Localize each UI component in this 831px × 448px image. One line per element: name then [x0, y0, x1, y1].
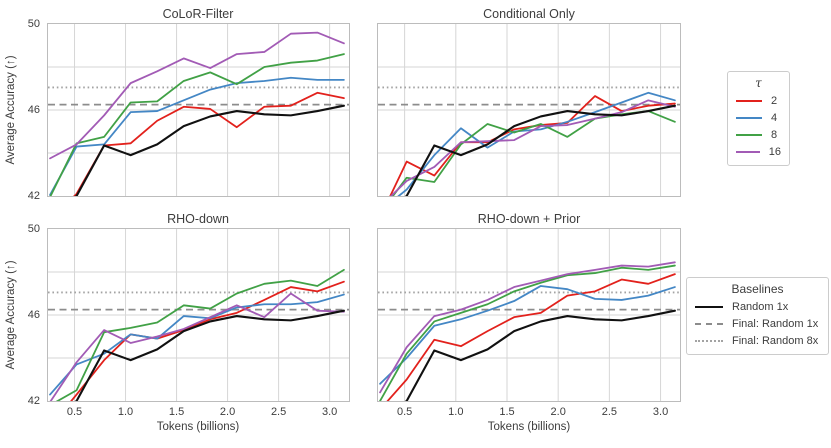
subplot-title-color-filter: CoLoR-Filter: [162, 7, 234, 21]
series-line-4: [379, 285, 676, 385]
x-tick-label: 1.0: [448, 406, 464, 418]
series-line-8: [391, 110, 676, 196]
series-line-2: [70, 280, 345, 401]
y-tick-label: 46: [27, 103, 40, 116]
final-random-1x-label: Final: Random 1x: [732, 317, 819, 330]
legend-baselines-title: Baselines: [731, 282, 784, 296]
series-line-8: [49, 53, 345, 196]
tau-8-line-swatch: [736, 133, 762, 136]
x-tick-label: 1.5: [499, 406, 515, 418]
x-tick-label: 1.5: [168, 406, 185, 418]
legend-item-tau-4: 4: [736, 109, 781, 126]
plot-panel-rho-down-prior: [377, 228, 681, 402]
series-line-4: [49, 76, 345, 196]
series-line-random-1x: [404, 309, 676, 401]
legend-item-random-1x: Random 1x: [695, 298, 820, 315]
x-tick-label: 2.5: [601, 406, 617, 418]
series-line-4: [49, 293, 345, 396]
tau-16-label: 16: [768, 145, 781, 158]
series-line-2: [386, 273, 676, 401]
x-tick-label: 3.0: [321, 406, 338, 418]
random-1x-label: Random 1x: [732, 300, 789, 313]
final-random-8x-dotted-swatch: [695, 339, 723, 342]
y-tick-label: 46: [27, 308, 40, 321]
x-tick-label: 3.0: [652, 406, 669, 418]
legend-item-final-random-8x: Final: Random 8x: [695, 332, 820, 349]
x-tick-label: 2.5: [270, 406, 287, 418]
x-axis-label-right: Tokens (billions): [487, 421, 571, 433]
y-tick-label: 42: [27, 394, 40, 407]
legend-item-tau-8: 8: [736, 126, 781, 143]
chart-canvas: [378, 229, 680, 401]
y-tick-label: 50: [27, 17, 40, 30]
series-line-16: [49, 31, 345, 160]
x-tick-label: 1.0: [117, 406, 134, 418]
chart-canvas: [48, 229, 349, 401]
tau-4-label: 4: [771, 111, 778, 124]
legend-baselines: Baselines Random 1x Final: Random 1x Fin…: [686, 277, 829, 355]
series-line-random-1x: [74, 309, 345, 401]
y-tick-label: 50: [27, 222, 40, 235]
x-tick-label: 0.5: [396, 406, 413, 418]
tau-8-label: 8: [771, 128, 778, 141]
final-random-8x-label: Final: Random 8x: [732, 334, 819, 347]
series-line-16: [379, 261, 676, 394]
series-line-random-1x: [74, 104, 345, 196]
chart-canvas: [378, 24, 680, 196]
plot-panel-rho-down: [47, 228, 350, 402]
subplot-title-rho-down-prior: RHO-down + Prior: [477, 212, 581, 226]
x-tick-label: 2.0: [550, 406, 566, 418]
y-tick-label: 42: [27, 189, 40, 202]
tau-2-line-swatch: [736, 99, 762, 102]
tau-4-line-swatch: [736, 116, 762, 119]
x-tick-label: 2.0: [219, 406, 236, 418]
subplot-title-conditional-only: Conditional Only: [483, 7, 575, 21]
series-line-4: [397, 91, 676, 196]
legend-item-tau-2: 2: [736, 92, 781, 109]
tau-16-line-swatch: [736, 150, 760, 153]
final-random-1x-dashed-swatch: [695, 322, 723, 325]
legend-tau: τ 2 4 8 16: [727, 71, 790, 166]
legend-item-tau-16: 16: [736, 143, 781, 160]
series-line-16: [49, 292, 345, 401]
legend-tau-title: τ: [755, 76, 762, 90]
x-axis-label-left: Tokens (billions): [156, 421, 240, 433]
random-1x-line-swatch: [695, 305, 723, 308]
chart-canvas: [48, 24, 349, 196]
series-line-8: [55, 268, 345, 401]
subplot-title-rho-down: RHO-down: [167, 212, 229, 226]
plot-panel-color-filter: [47, 23, 350, 197]
series-line-random-1x: [404, 104, 676, 196]
x-tick-label: 0.5: [66, 406, 83, 418]
series-line-16: [389, 99, 676, 196]
plot-panel-conditional-only: [377, 23, 681, 197]
series-line-8: [379, 264, 676, 401]
legend-item-final-random-1x: Final: Random 1x: [695, 315, 820, 332]
tau-2-label: 2: [771, 94, 778, 107]
